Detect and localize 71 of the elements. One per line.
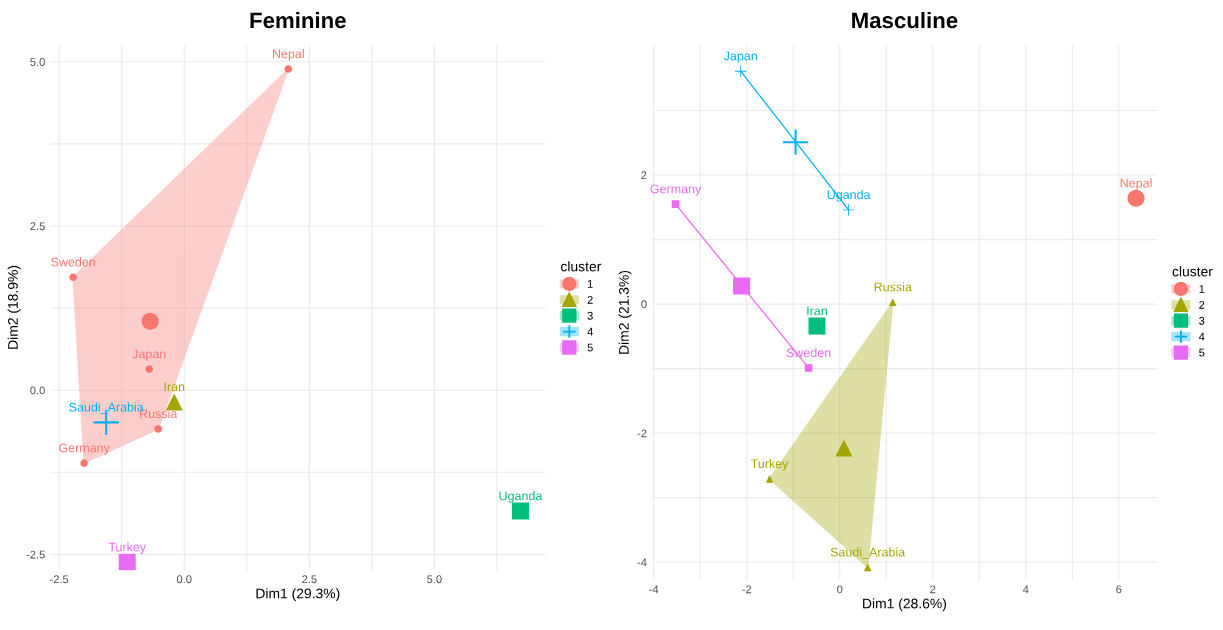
y-tick-label: 2 [641,171,647,180]
y-tick-label: 5.0 [30,58,45,66]
annotation: Sweden [51,257,95,267]
annotation: Germany [59,443,110,455]
x-tick-label: -4 [649,585,659,594]
point [733,277,751,295]
x-tick-label: 4 [1022,585,1029,594]
y-tick-label: -2.5 [26,550,45,559]
legend-label: 2 [587,295,593,304]
point [154,425,163,433]
point [671,200,680,208]
annotation: Turkey [108,542,147,554]
legend-label: 4 [1198,332,1205,341]
legend-title: cluster [1172,266,1213,277]
annotation: Japan [723,51,757,63]
x-tick-label: 2.5 [302,575,317,584]
x-tick-label: 5.0 [427,575,442,584]
point [765,475,774,483]
x-axis-title: Dim1 (29.3%) [256,588,340,602]
annotation: Nepal [1120,178,1152,190]
annotation: Russia [874,282,912,292]
x-tick-label: 0 [837,585,843,594]
chart-title: Feminine [250,11,346,29]
legend-label: 1 [587,280,593,288]
point [69,273,77,282]
legend-label: 4 [587,327,593,336]
y-tick-label: 2.5 [30,222,45,231]
x-tick-label: 6 [1116,585,1122,594]
y-axis-title: Dim2 (21.3%) [618,270,632,354]
annotation: Turkey [750,458,789,471]
legend-label: 3 [1199,316,1205,325]
point [145,365,154,373]
annotation: Germany [650,184,702,196]
annotation: Iran [164,382,185,392]
annotation: Uganda [499,491,543,503]
y-axis-title: Dim2 (18.9%) [7,265,21,349]
legend-label: 2 [1199,300,1205,309]
x-tick-label: -2.5 [50,575,69,584]
point [804,364,813,372]
x-axis-title: Dim1 (28.6%) [863,598,946,612]
legend-label: 5 [587,343,593,352]
y-tick-label: -2 [637,429,647,438]
annotation: Saudi_Arabia [830,547,906,559]
x-tick-label: 2 [930,585,936,594]
point [511,502,529,520]
x-tick-label: 0.0 [176,575,192,584]
legend-title: cluster [561,261,602,272]
point [842,204,855,216]
y-tick-label: 0 [641,300,647,309]
x-tick-label: -2 [742,585,752,594]
point [888,298,897,306]
y-tick-label: -4 [637,558,647,567]
point [141,312,159,330]
point [835,439,853,457]
legend-label: 3 [587,311,593,320]
chart-title: Masculine [852,11,958,29]
y-tick-label: 0.0 [30,386,45,395]
point [735,65,747,77]
legend-label: 1 [1199,285,1205,293]
point [808,317,826,335]
legend-label: 5 [1199,348,1205,357]
annotation: Iran [807,306,827,316]
point [1127,189,1145,207]
annotation: Nepal [272,49,304,61]
point [284,65,293,73]
point [863,563,872,572]
annotation: Japan [132,349,166,361]
point [80,459,88,467]
point [118,553,136,571]
point [782,129,809,155]
point [165,393,183,411]
